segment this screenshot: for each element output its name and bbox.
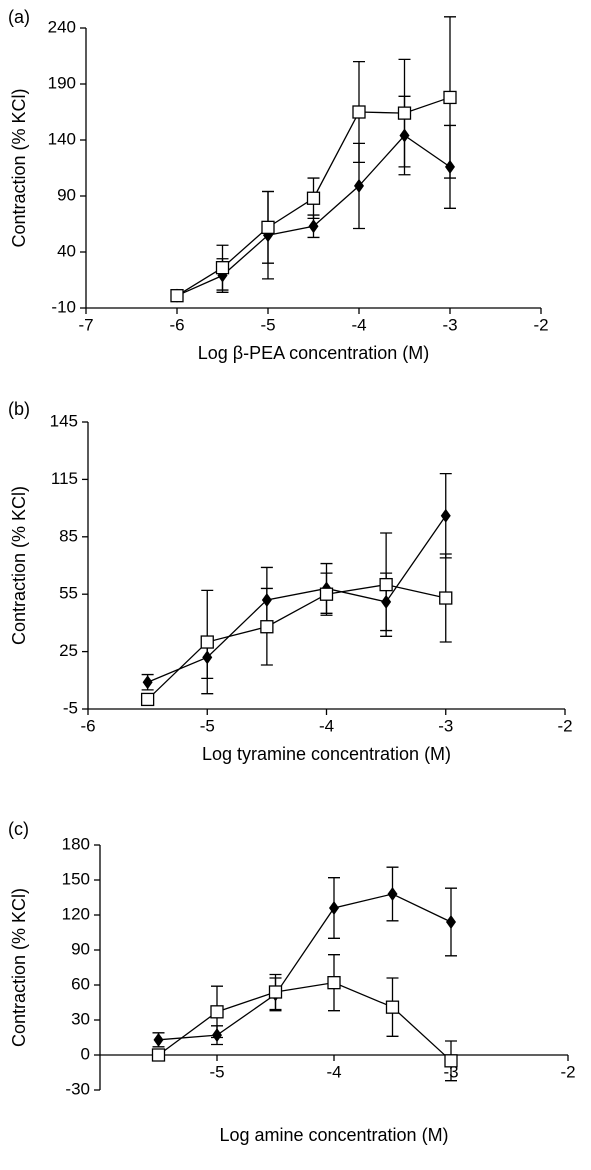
y-axis-label: Contraction (% KCl) xyxy=(9,88,29,247)
y-tick-label: 40 xyxy=(57,241,76,260)
y-tick-label: 115 xyxy=(51,469,78,488)
x-tick-label: -4 xyxy=(326,1062,341,1081)
series-line xyxy=(158,981,452,1062)
x-tick-label: -2 xyxy=(560,1062,575,1081)
x-tick-label: -3 xyxy=(442,315,457,334)
x-tick-label: -2 xyxy=(557,716,572,735)
y-tick-label: -10 xyxy=(51,297,76,316)
series-line xyxy=(158,893,452,1041)
marker xyxy=(142,675,153,690)
x-tick-label: -4 xyxy=(351,315,366,334)
marker xyxy=(268,985,283,999)
x-tick-label: -3 xyxy=(438,716,453,735)
marker xyxy=(443,90,457,105)
marker xyxy=(306,191,321,205)
panel-label: (a) xyxy=(8,7,30,27)
marker xyxy=(440,508,451,523)
y-tick-label: 60 xyxy=(71,974,90,993)
marker xyxy=(354,178,364,193)
marker xyxy=(308,219,319,234)
y-tick-label: 145 xyxy=(50,411,78,430)
x-axis-label: Log amine concentration (M) xyxy=(219,1125,448,1145)
marker xyxy=(327,976,341,990)
y-tick-label: 90 xyxy=(71,939,90,958)
marker xyxy=(215,261,230,275)
marker xyxy=(379,577,393,592)
y-axis-label: Contraction (% KCl) xyxy=(9,486,29,645)
marker xyxy=(260,620,274,634)
y-tick-label: 180 xyxy=(62,834,90,853)
series-line xyxy=(147,583,446,700)
x-tick-label: -6 xyxy=(80,716,95,735)
y-tick-label: -5 xyxy=(63,698,78,717)
y-tick-label: 85 xyxy=(59,526,78,545)
x-tick-label: -5 xyxy=(209,1062,224,1081)
x-tick-label: -2 xyxy=(533,315,548,334)
y-tick-label: -30 xyxy=(65,1079,90,1098)
y-tick-label: 0 xyxy=(81,1044,90,1063)
panel-label: (b) xyxy=(8,399,30,419)
marker xyxy=(444,1054,458,1068)
y-axis-label: Contraction (% KCl) xyxy=(9,888,29,1047)
marker xyxy=(446,915,456,929)
y-tick-label: 150 xyxy=(62,869,90,888)
marker xyxy=(329,901,339,915)
y-tick-label: 55 xyxy=(59,584,78,603)
marker xyxy=(170,289,184,303)
marker xyxy=(140,692,155,707)
y-tick-label: 90 xyxy=(57,185,76,204)
marker xyxy=(319,587,334,601)
y-tick-label: 240 xyxy=(48,17,76,36)
panel-label: (c) xyxy=(8,819,29,839)
x-tick-label: -6 xyxy=(169,315,184,334)
marker xyxy=(153,1032,164,1047)
x-tick-label: -5 xyxy=(200,716,215,735)
y-tick-label: 140 xyxy=(48,129,76,148)
y-tick-label: 25 xyxy=(59,641,78,660)
y-tick-label: 120 xyxy=(62,904,90,923)
marker xyxy=(200,635,214,649)
marker xyxy=(385,1000,400,1014)
marker xyxy=(151,1048,166,1062)
marker xyxy=(397,106,412,120)
marker xyxy=(352,105,366,119)
x-tick-label: -7 xyxy=(78,315,93,334)
y-tick-label: 30 xyxy=(71,1009,90,1028)
x-tick-label: -4 xyxy=(319,716,334,735)
marker xyxy=(210,1005,224,1019)
x-axis-label: Log tyramine concentration (M) xyxy=(202,744,451,764)
marker xyxy=(439,591,453,605)
y-tick-label: 190 xyxy=(48,73,76,92)
x-tick-label: -5 xyxy=(260,315,275,334)
marker xyxy=(261,220,275,235)
marker xyxy=(387,887,398,901)
x-axis-label: Log β-PEA concentration (M) xyxy=(198,343,429,363)
